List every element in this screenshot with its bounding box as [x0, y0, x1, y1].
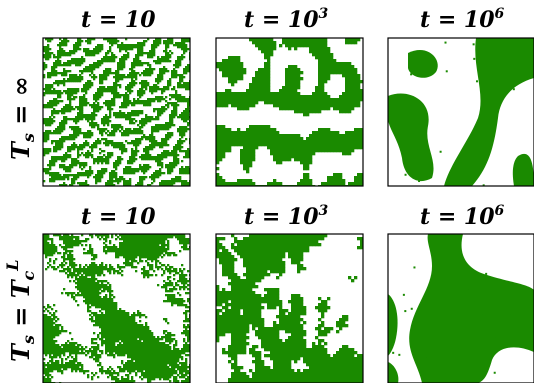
panel-infinite-t10: [43, 38, 190, 186]
panel-infinite-t1e6: [388, 38, 534, 186]
panel-frame-critical-t10: [42, 233, 191, 383]
col-title-top-3: t = 106: [420, 6, 505, 33]
panel-frame-critical-t1e6: [387, 233, 534, 383]
panel-frame-infinite-t10: [42, 37, 191, 187]
panel-critical-t1e6: [388, 234, 534, 383]
row-label-critical: Ts = TcL: [3, 259, 38, 362]
panel-critical-t1e3: [216, 234, 363, 383]
col-title-top-2: t = 103: [244, 6, 329, 33]
col-title-top-1: t = 10: [81, 7, 156, 33]
panel-frame-infinite-t1e6: [387, 37, 534, 187]
panel-infinite-t1e3: [216, 38, 363, 186]
row-label-infinite: Ts = ∞: [6, 76, 38, 160]
col-title-bottom-2: t = 103: [244, 203, 329, 230]
panel-critical-t10: [43, 234, 190, 383]
col-title-bottom-3: t = 106: [420, 203, 505, 230]
panel-frame-critical-t1e3: [215, 233, 364, 383]
panel-frame-infinite-t1e3: [215, 37, 364, 187]
col-title-bottom-1: t = 10: [81, 204, 156, 230]
